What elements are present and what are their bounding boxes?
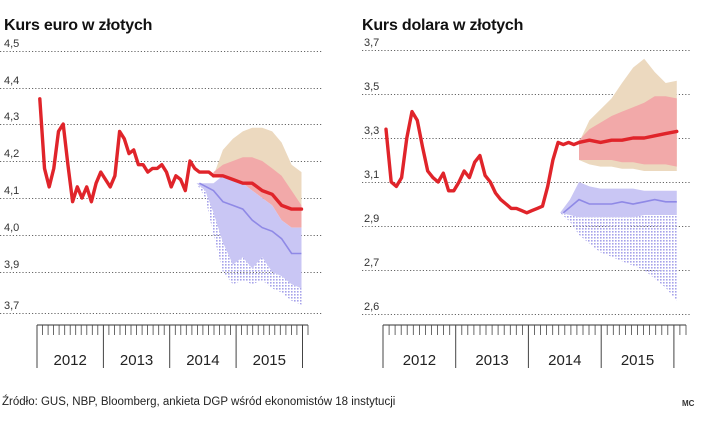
x-year-label: 2013 (475, 352, 508, 369)
series-line-forecast (211, 174, 304, 211)
y-tick-label: 3,5 (364, 81, 379, 93)
forecast-band-high-inner (579, 96, 677, 167)
forecast-band-high-outer (213, 127, 302, 210)
x-year-label: 2014 (186, 352, 219, 369)
x-year-label: 2012 (54, 352, 87, 369)
x-year-label: 2015 (621, 352, 654, 369)
series-line-forecast (577, 129, 679, 145)
forecast-band-low-dotted (560, 212, 677, 301)
forecast-band-low-dotted (196, 183, 302, 305)
y-tick-label: 4,0 (4, 222, 19, 234)
y-tick-label: 3,9 (4, 259, 19, 271)
source-note: Źródło: GUS, NBP, Bloomberg, ankieta DGP… (2, 396, 396, 408)
x-year-label: 2014 (548, 352, 581, 369)
forecast-band-low (196, 175, 302, 289)
forecast-band-high-inner (213, 157, 302, 228)
x-year-label: 2012 (403, 352, 436, 369)
x-year-label: 2013 (120, 352, 153, 369)
forecast-low-line (199, 182, 302, 255)
y-tick-label: 3,1 (364, 169, 379, 181)
chart-title-euro: Kurs euro w złotych (4, 17, 153, 34)
chart-title-dollar: Kurs dolara w złotych (362, 17, 524, 34)
credit-mark: MC (682, 399, 695, 408)
y-tick-label: 4,3 (4, 111, 19, 123)
forecast-band-low (560, 182, 677, 218)
y-tick-label: 4,4 (4, 75, 19, 87)
y-tick-label: 2,7 (364, 257, 379, 269)
y-tick-label: 3,7 (364, 37, 379, 49)
y-tick-label: 2,9 (364, 213, 379, 225)
y-tick-label: 4,2 (4, 148, 19, 160)
series-line-actual (384, 109, 581, 215)
y-tick-label: 4,5 (4, 38, 19, 50)
forecast-low-line (562, 198, 677, 214)
y-tick-label: 3,7 (4, 300, 19, 312)
y-tick-label: 3,3 (364, 125, 379, 137)
y-tick-label: 4,1 (4, 185, 19, 197)
x-year-label: 2015 (253, 352, 286, 369)
y-tick-label: 2,6 (364, 301, 379, 313)
series-line-actual (38, 97, 216, 204)
